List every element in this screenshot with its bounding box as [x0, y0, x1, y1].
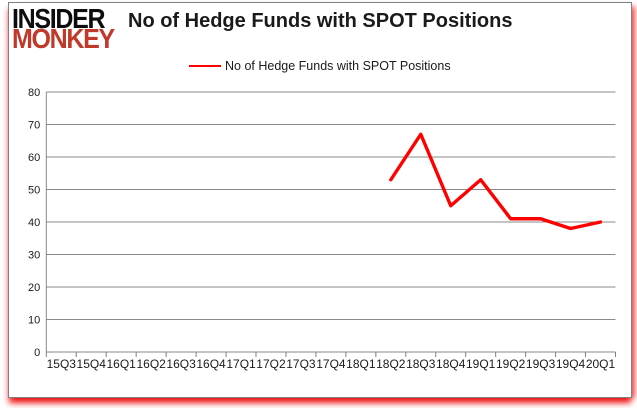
svg-text:19Q3: 19Q3 — [526, 357, 556, 371]
svg-text:18Q2: 18Q2 — [376, 357, 406, 371]
svg-text:16Q2: 16Q2 — [136, 357, 166, 371]
svg-text:15Q4: 15Q4 — [77, 357, 107, 371]
svg-text:19Q1: 19Q1 — [466, 357, 496, 371]
svg-text:18Q4: 18Q4 — [436, 357, 466, 371]
svg-text:30: 30 — [28, 250, 40, 262]
svg-text:16Q1: 16Q1 — [107, 357, 137, 371]
svg-text:17Q2: 17Q2 — [256, 357, 286, 371]
svg-text:17Q3: 17Q3 — [286, 357, 316, 371]
svg-text:70: 70 — [28, 120, 40, 132]
svg-text:18Q1: 18Q1 — [346, 357, 376, 371]
svg-text:15Q3: 15Q3 — [47, 357, 77, 371]
svg-text:19Q2: 19Q2 — [496, 357, 526, 371]
svg-text:16Q4: 16Q4 — [196, 357, 226, 371]
svg-text:17Q4: 17Q4 — [316, 357, 346, 371]
svg-text:20Q1: 20Q1 — [586, 357, 616, 371]
svg-text:16Q3: 16Q3 — [166, 357, 196, 371]
svg-text:40: 40 — [28, 217, 40, 229]
svg-text:18Q3: 18Q3 — [406, 357, 436, 371]
svg-text:50: 50 — [28, 185, 40, 197]
svg-text:19Q4: 19Q4 — [556, 357, 586, 371]
svg-text:0: 0 — [34, 347, 40, 359]
svg-text:60: 60 — [28, 152, 40, 164]
svg-text:80: 80 — [28, 87, 40, 99]
svg-text:20: 20 — [28, 282, 40, 294]
svg-text:17Q1: 17Q1 — [226, 357, 256, 371]
svg-text:10: 10 — [28, 315, 40, 327]
